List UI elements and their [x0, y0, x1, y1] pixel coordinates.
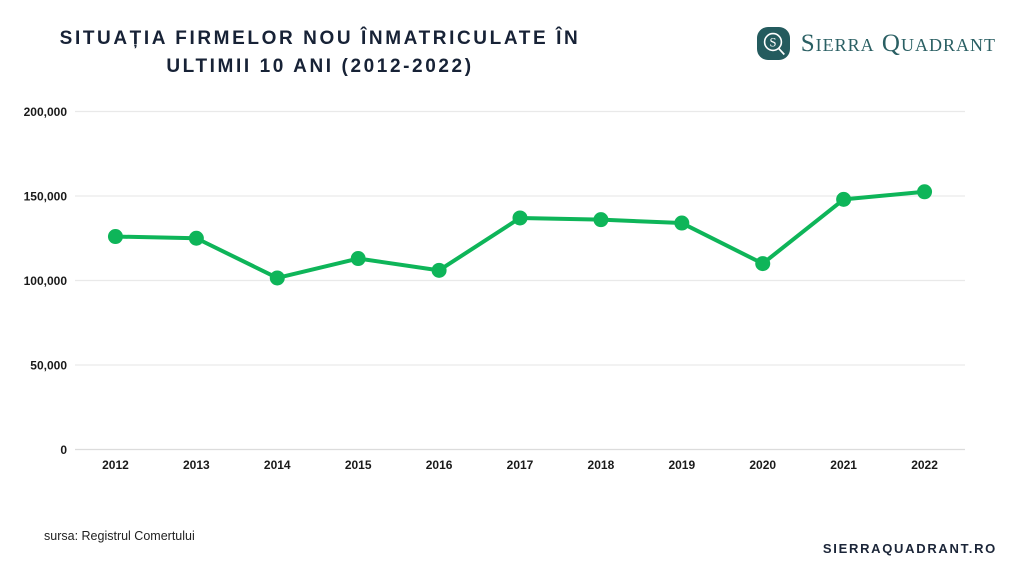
y-tick-label: 50,000 [30, 359, 67, 373]
page-title: SITUAȚIA FIRMELOR NOU ÎNMATRICULATE ÎN U… [20, 25, 620, 81]
page-title-line1: SITUAȚIA FIRMELOR NOU ÎNMATRICULATE ÎN [59, 28, 581, 49]
data-point [836, 191, 852, 207]
data-point [269, 270, 285, 286]
website-label: SIERRAQUADRANT.RO [822, 541, 997, 556]
x-tick-label: 2015 [345, 458, 372, 472]
x-tick-label: 2016 [426, 458, 453, 472]
x-tick-label: 2014 [264, 458, 291, 472]
data-point [674, 215, 690, 231]
chart-area: 0 50,000 100,000 150,000 200,000 2012 2013 2014… [0, 95, 1024, 480]
data-point [917, 184, 933, 200]
line-chart: 0 50,000 100,000 150,000 200,000 2012 2013 2014… [24, 105, 965, 472]
sierra-quadrant-monogram-icon: S [755, 25, 792, 62]
page-title-line2: ULTIMII 10 ANI (2012-2022) [166, 56, 474, 77]
y-tick-label: 150,000 [24, 190, 68, 204]
brand-logo: S Sierra Quadrant [755, 25, 996, 62]
data-point [512, 210, 528, 226]
data-point [188, 230, 204, 246]
x-tick-label: 2021 [830, 458, 857, 472]
x-tick-label: 2017 [507, 458, 534, 472]
data-line [113, 189, 927, 280]
data-point [350, 251, 366, 267]
monogram-letter: S [769, 36, 776, 50]
x-tick-label: 2018 [588, 458, 615, 472]
data-point [107, 229, 123, 245]
brand-wordmark: Sierra Quadrant [800, 29, 996, 57]
x-tick-label: 2020 [749, 458, 776, 472]
data-point [593, 212, 609, 228]
x-tick-label: 2013 [183, 458, 210, 472]
data-point [431, 262, 447, 278]
y-tick-label: 100,000 [24, 274, 68, 288]
x-tick-label: 2022 [911, 458, 938, 472]
source-note: sursa: Registrul Comertului [44, 529, 195, 543]
y-tick-label: 200,000 [24, 105, 68, 119]
y-tick-label: 0 [60, 443, 67, 457]
x-tick-label: 2019 [668, 458, 695, 472]
data-point [755, 256, 771, 272]
x-tick-label: 2012 [102, 458, 129, 472]
